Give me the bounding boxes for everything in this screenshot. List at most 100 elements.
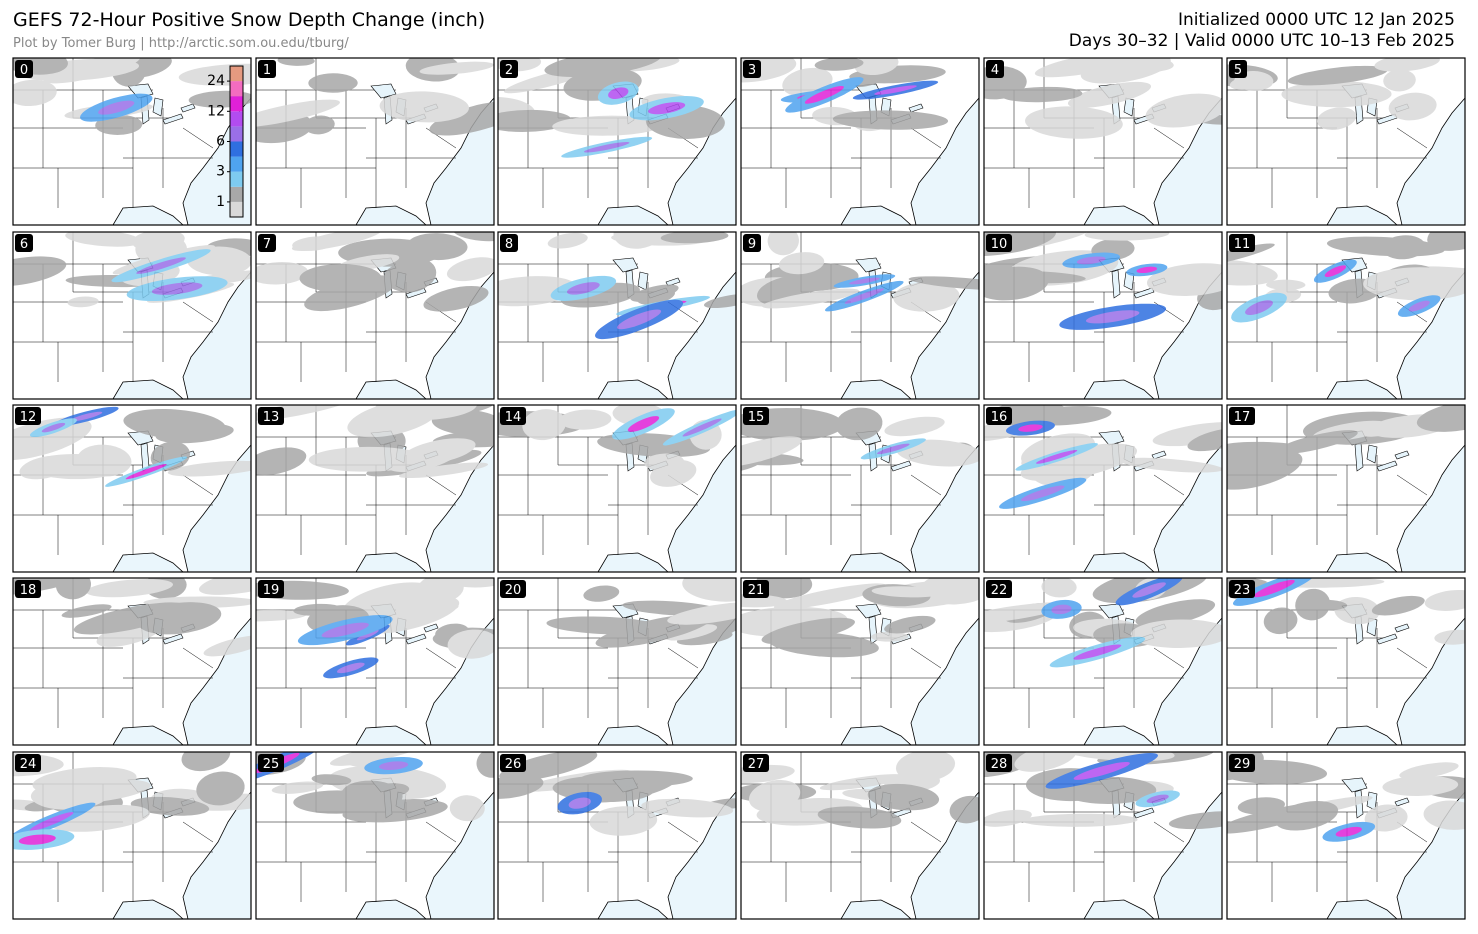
map-panel: 28: [983, 751, 1223, 920]
snow-area: [984, 809, 1032, 827]
snow-area: [544, 58, 662, 77]
colorbar-swatch: [230, 156, 243, 172]
snow-area: [682, 418, 722, 437]
panel-border: [497, 231, 737, 400]
panel-border: [12, 57, 252, 226]
snow-shading: [984, 58, 1222, 139]
panel-label: 7: [263, 237, 271, 252]
panel-border: [983, 751, 1223, 920]
panel-badge: [743, 407, 769, 425]
snow-area: [399, 462, 489, 479]
snow-area: [1135, 599, 1216, 627]
panel-label: 26: [505, 757, 522, 772]
snow-area: [1227, 259, 1278, 286]
snow-area: [378, 761, 409, 770]
snow-area: [1316, 107, 1357, 130]
snow-area: [1018, 424, 1043, 432]
panel-badge: [986, 234, 1012, 252]
snow-area: [832, 110, 949, 130]
snow-area: [321, 622, 369, 638]
snow-area: [908, 276, 979, 291]
snow-area: [196, 771, 245, 806]
map-panel: 11: [1226, 231, 1466, 400]
panel-label: 16: [991, 410, 1008, 425]
snow-area: [867, 783, 940, 811]
snow-area: [741, 764, 795, 784]
panel-border: [497, 404, 737, 573]
map-panel: 9: [740, 231, 980, 400]
panel-badge: [258, 234, 276, 252]
panel-border: [12, 404, 252, 573]
snow-shading: [741, 58, 949, 132]
map-panel: 2: [497, 57, 737, 226]
snow-area: [151, 282, 203, 295]
snow-area: [1136, 266, 1158, 274]
snow-area: [1382, 775, 1459, 796]
panel-badge: [1229, 407, 1255, 425]
panel-label: 24: [20, 757, 37, 772]
snow-shading: [984, 232, 1222, 330]
snow-area: [1416, 405, 1465, 432]
colorbar-swatch: [230, 171, 243, 187]
panel-badge: [500, 580, 526, 598]
panel-label: 19: [263, 583, 280, 598]
colorbar-swatch: [230, 66, 243, 82]
snow-shading: [498, 232, 736, 340]
panel-border: [12, 231, 252, 400]
snow-area: [984, 266, 1049, 301]
panel-label: 12: [20, 410, 37, 425]
panel-border: [983, 57, 1223, 226]
snow-area: [136, 257, 186, 274]
panel-border: [1226, 751, 1466, 920]
snow-area: [167, 460, 251, 477]
snow-area: [1036, 449, 1078, 464]
panel-badge: [1229, 754, 1255, 772]
snow-shading: [741, 578, 979, 658]
basemap: [741, 232, 979, 399]
snow-area: [304, 115, 335, 135]
snow-area: [630, 284, 679, 302]
basemap: [498, 232, 736, 399]
panel-label: 20: [505, 583, 522, 598]
colorbar-label: 3: [216, 164, 225, 180]
snow-area: [1120, 457, 1222, 473]
panel-label: 1: [263, 63, 271, 78]
snow-area: [664, 624, 718, 641]
panel-border: [497, 577, 737, 746]
colorbar-swatch: [230, 141, 243, 157]
colorbar-swatch: [230, 126, 243, 142]
snow-area: [849, 277, 880, 285]
snow-area: [814, 58, 864, 71]
snow-area: [429, 100, 494, 136]
snow-area: [77, 444, 132, 477]
panel-border: [497, 751, 737, 920]
colorbar-swatch: [230, 81, 243, 97]
snow-area: [137, 602, 222, 635]
panel-border: [740, 577, 980, 746]
snow-shading: [546, 578, 736, 648]
snow-area: [884, 416, 945, 437]
snow-area: [1051, 604, 1072, 615]
snow-area: [568, 797, 591, 809]
snow-shading: [498, 752, 736, 836]
snow-area: [498, 774, 544, 799]
snow-area: [660, 232, 729, 244]
snow-area: [767, 232, 799, 256]
panel-label: 13: [263, 410, 280, 425]
snow-area: [617, 309, 662, 330]
map-panel: 10: [983, 231, 1223, 400]
snow-shading: [984, 578, 1222, 668]
panel-badge: [258, 60, 276, 78]
snow-area: [132, 232, 185, 252]
panel-label: 17: [1234, 410, 1251, 425]
snow-area: [41, 422, 66, 433]
snow-area: [256, 99, 340, 128]
panel-label: 22: [991, 583, 1008, 598]
snow-area: [67, 296, 99, 308]
panel-border: [12, 577, 252, 746]
basemap: [256, 58, 494, 225]
map-panel: 23: [1226, 577, 1466, 746]
panel-border: [740, 404, 980, 573]
map-panel: 22: [983, 577, 1223, 746]
panel-label: 8: [505, 237, 513, 252]
